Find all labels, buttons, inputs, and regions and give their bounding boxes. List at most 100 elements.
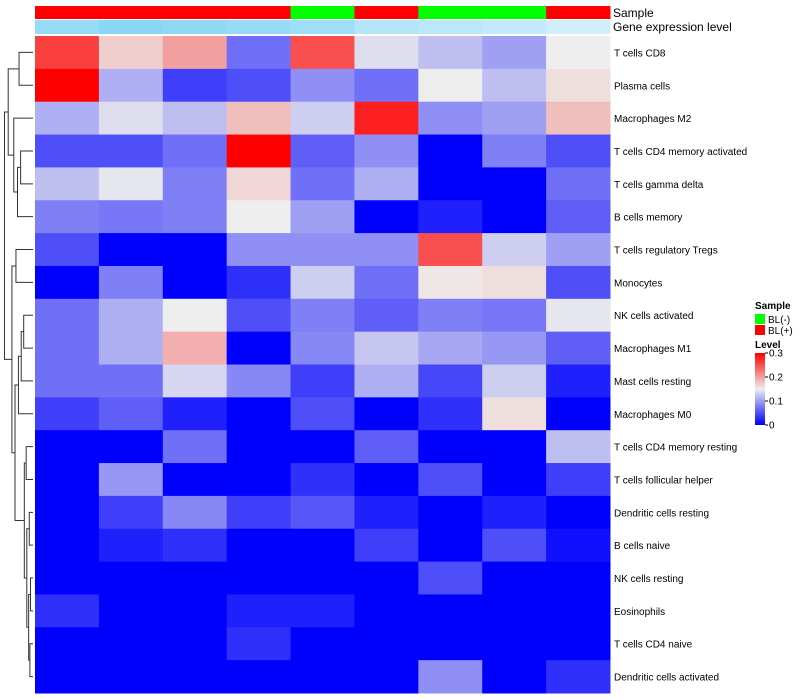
heatmap-cell [354, 167, 419, 201]
sample-annotation-cell [226, 6, 292, 19]
heatmap-cell [35, 463, 100, 497]
dendrogram-branch [29, 643, 33, 678]
sample-annotation-cell [546, 6, 611, 19]
row-label: NK cells activated [614, 311, 693, 322]
heatmap-cell [482, 233, 547, 267]
heatmap-cell [418, 594, 483, 628]
heatmap-cell [546, 561, 611, 595]
heatmap-cell [418, 463, 483, 497]
heatmap-cell [35, 364, 100, 398]
heatmap-cell [354, 561, 419, 595]
heatmap-cell [354, 627, 419, 661]
heatmap-cell [35, 397, 100, 431]
heatmap-cell [482, 101, 547, 136]
row-dendrogram [3, 51, 33, 678]
row-label: T cells CD4 naive [614, 640, 693, 651]
heatmap-cell [546, 200, 611, 234]
heatmap-cell [290, 627, 355, 661]
expression-annotation-cell [290, 20, 355, 34]
heatmap-cell [35, 265, 100, 300]
dendrogram-branch [23, 314, 33, 349]
heatmap-cell [98, 265, 164, 300]
heatmap-cell [226, 463, 292, 497]
row-label: T cells regulatory Tregs [614, 246, 718, 257]
heatmap-cell [354, 101, 419, 136]
row-label: Eosinophils [614, 607, 665, 618]
heatmap-cell [226, 200, 292, 234]
heatmap-cell [290, 134, 355, 168]
legend-sample-label: BL(+) [768, 326, 793, 337]
heatmap-cell [418, 233, 483, 267]
heatmap-cell [35, 594, 100, 628]
sample-annotation-cell [290, 6, 355, 19]
sample-annotation-cell [418, 6, 483, 19]
heatmap-cell [290, 561, 355, 595]
heatmap-cell [162, 331, 228, 365]
heatmap-cell [482, 364, 547, 398]
heatmap-cell [98, 36, 164, 70]
heatmap-cell [98, 594, 164, 628]
heatmap-cell [162, 200, 228, 234]
heatmap-cell [226, 364, 292, 398]
heatmap-cell [162, 298, 228, 333]
heatmap-cell [546, 397, 611, 431]
heatmap-cell [482, 660, 547, 694]
heatmap-cell [226, 594, 292, 628]
sample-annotation-title: Sample [613, 6, 654, 20]
heatmap-cell [482, 561, 547, 595]
heatmap-cell [226, 627, 292, 661]
heatmap-cell [162, 660, 228, 694]
heatmap-cell [482, 265, 547, 300]
heatmap-cell [418, 528, 483, 563]
legend-tick-label: 0.2 [769, 373, 783, 384]
heatmap-cell [546, 660, 611, 694]
row-label: Dendritic cells activated [614, 673, 719, 684]
heatmap-cell [482, 68, 547, 103]
heatmap-cell [354, 430, 419, 464]
heatmap-cell [354, 463, 419, 497]
expression-annotation-cell [354, 20, 419, 34]
heatmap-cell [98, 331, 164, 365]
expression-annotation-cell [546, 20, 611, 34]
row-label: T cells follicular helper [614, 475, 713, 486]
dendrogram-branch [13, 117, 33, 193]
dendrogram-branch [17, 355, 33, 415]
heatmap-cell [546, 298, 611, 333]
heatmap-cell [98, 167, 164, 201]
heatmap-cell [546, 528, 611, 563]
heatmap-cell [290, 101, 355, 136]
row-label: Dendritic cells resting [614, 508, 709, 519]
heatmap-cell [418, 627, 483, 661]
heatmap-cell [418, 397, 483, 431]
heatmap-cell [35, 331, 100, 365]
heatmap-cell [354, 331, 419, 365]
heatmap-cell [226, 528, 292, 563]
heatmap-cell [482, 528, 547, 563]
heatmap-cell [354, 298, 419, 333]
row-label: B cells naive [614, 541, 671, 552]
heatmap-cell [418, 331, 483, 365]
heatmap-cell [35, 561, 100, 595]
dendrogram-branch [15, 249, 33, 283]
heatmap-cell [546, 331, 611, 365]
heatmap-cell [162, 233, 228, 267]
dendrogram-branch [3, 111, 12, 360]
heatmap-cell [162, 101, 228, 136]
row-label: Monocytes [614, 278, 662, 289]
heatmap-cell [482, 594, 547, 628]
heatmap-cell [226, 430, 292, 464]
legend-sample-entries: BL(-)BL(+) [755, 314, 793, 337]
heatmap-cell [35, 233, 100, 267]
heatmap-cell [482, 627, 547, 661]
sample-annotation-cell [98, 6, 164, 19]
heatmap-cell [35, 167, 100, 201]
legend-level-ticks: 0.3 0.2 0.1 0 [765, 349, 783, 432]
heatmap-cell [290, 265, 355, 300]
heatmap-cell [354, 68, 419, 103]
heatmap-cell [98, 463, 164, 497]
row-label: B cells memory [614, 213, 682, 224]
sample-annotation-cell [35, 6, 100, 19]
heatmap-cell [162, 561, 228, 595]
heatmap-cell [35, 430, 100, 464]
